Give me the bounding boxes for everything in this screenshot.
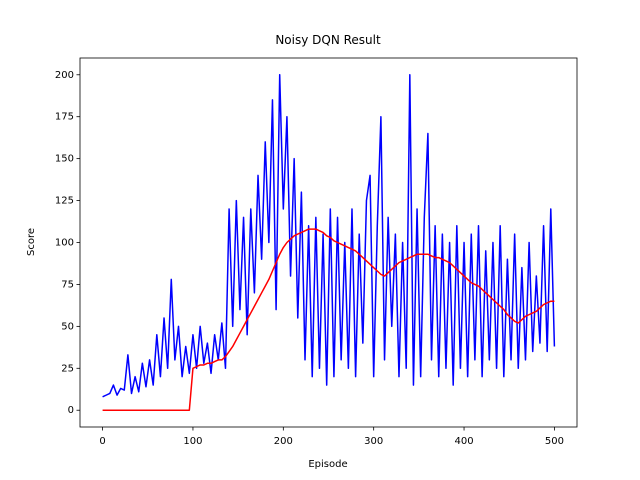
y-tick-label: 200: [55, 70, 74, 81]
y-tick-label: 0: [68, 405, 74, 416]
x-tick-label: 100: [183, 436, 202, 447]
x-tick-label: 300: [364, 436, 383, 447]
x-tick-label: 0: [99, 436, 105, 447]
y-tick-label: 150: [55, 154, 74, 165]
y-tick-label: 175: [55, 112, 74, 123]
y-tick-label: 75: [61, 279, 74, 290]
y-tick-label: 25: [61, 363, 74, 374]
y-tick-label: 100: [55, 238, 74, 249]
y-axis-label: Score: [26, 228, 37, 256]
x-tick-label: 400: [454, 436, 473, 447]
x-tick-label: 200: [274, 436, 293, 447]
y-tick-label: 50: [61, 321, 74, 332]
plot-frame: [79, 57, 578, 428]
series-line: [102, 228, 555, 411]
chart-title: Noisy DQN Result: [275, 33, 381, 47]
y-tick-label: 125: [55, 196, 74, 207]
x-tick-label: 500: [545, 436, 564, 447]
x-axis-label: Episode: [308, 459, 347, 470]
series-line: [102, 74, 556, 398]
